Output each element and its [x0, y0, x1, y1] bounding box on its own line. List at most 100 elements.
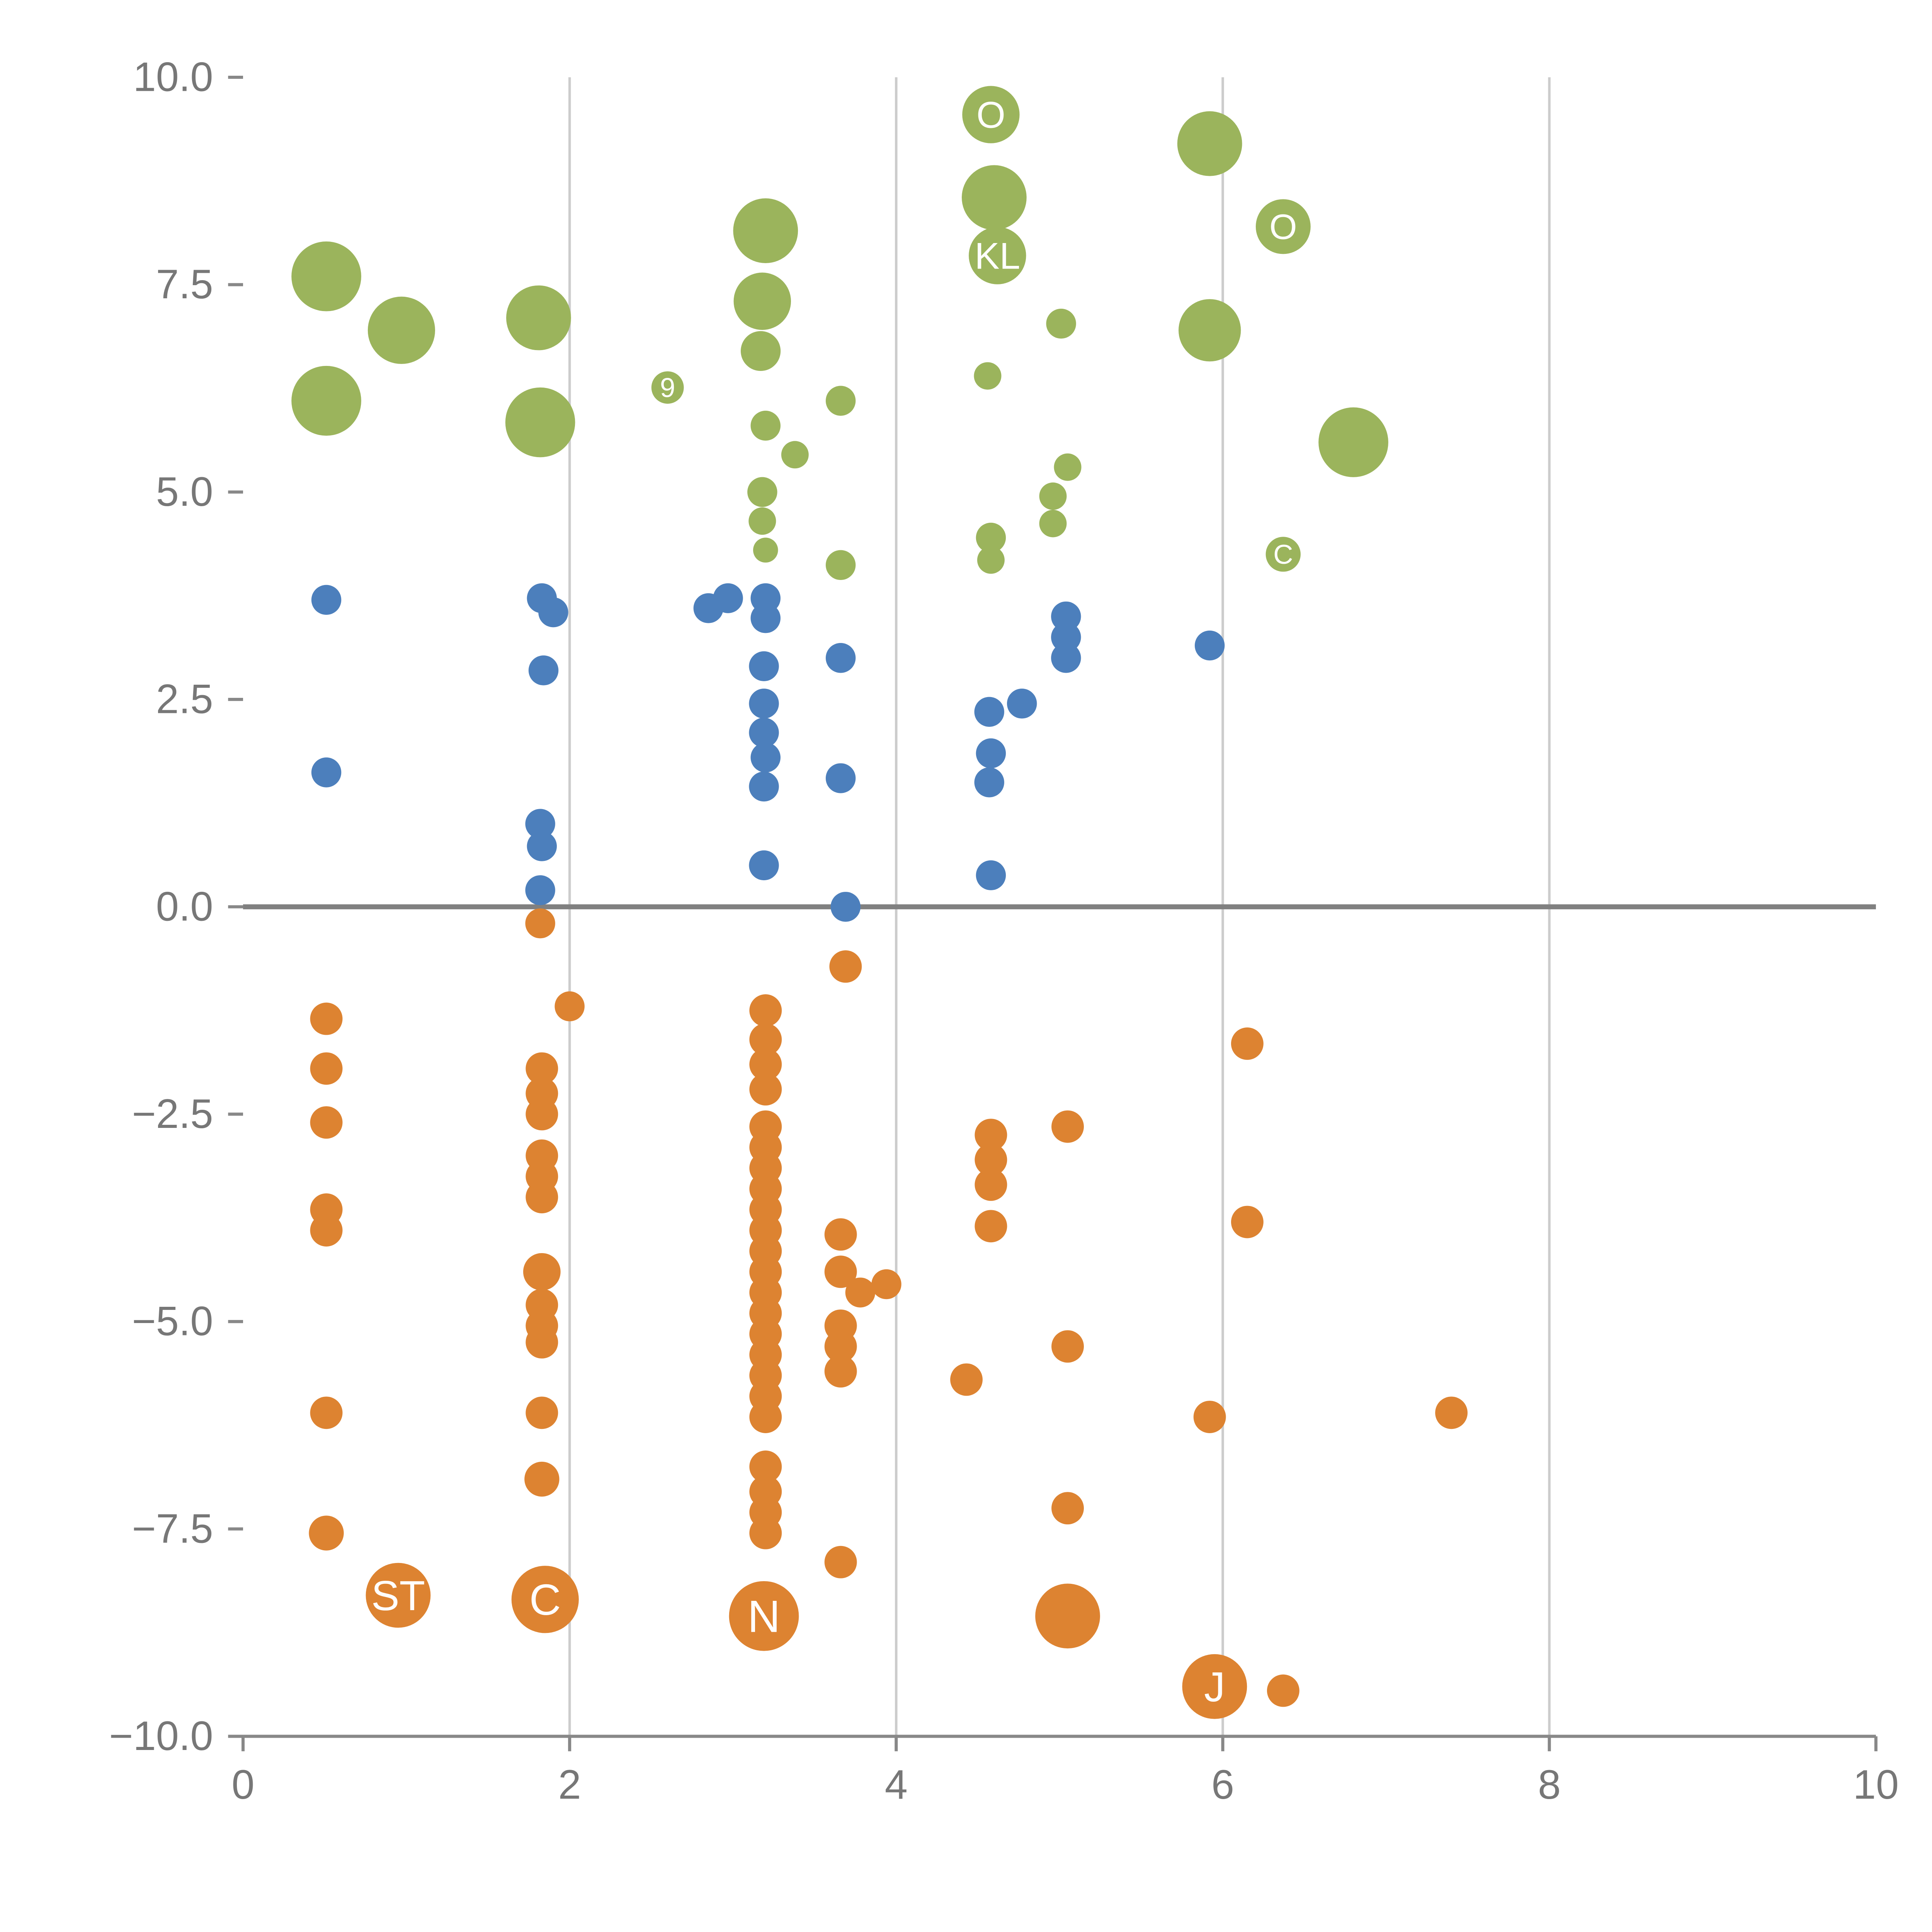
bubble-orange — [309, 1515, 344, 1551]
bubble-orange — [523, 1253, 561, 1291]
bubble-label: KL — [975, 235, 1020, 277]
bubble-label: C — [1273, 539, 1293, 570]
bubble-blue — [1051, 643, 1081, 673]
x-tick-label: 6 — [1211, 1762, 1234, 1808]
bubble-orange — [1193, 1401, 1226, 1433]
bubble-green — [1039, 510, 1067, 537]
bubble-blue — [527, 831, 557, 861]
bubble-label: N — [748, 1591, 781, 1641]
bubble-orange — [310, 1214, 343, 1247]
bubble-orange — [749, 1023, 782, 1056]
bubble-orange — [975, 1119, 1007, 1151]
bubble-green — [291, 366, 361, 436]
bubble-orange — [310, 1002, 343, 1035]
bubble-orange — [526, 1052, 558, 1085]
bubble-orange — [749, 994, 782, 1027]
y-tick-label: −10.0 — [109, 1713, 213, 1759]
bubble-green — [976, 522, 1006, 553]
bubble-orange — [1182, 1654, 1247, 1719]
bubble-orange — [749, 1517, 782, 1549]
bubble-green — [753, 537, 778, 563]
bubble-orange — [511, 1566, 579, 1633]
bubble-orange — [824, 1255, 857, 1288]
bubble-green — [733, 272, 791, 330]
bubble-orange — [1267, 1674, 1299, 1707]
bubble-label: C — [529, 1575, 561, 1624]
bubble-green — [748, 507, 776, 535]
bubble-label: O — [1269, 207, 1297, 247]
bubble-orange — [1051, 1330, 1084, 1363]
x-tick-label: 10 — [1853, 1762, 1899, 1808]
bubble-blue — [749, 850, 779, 881]
bubble-blue — [976, 738, 1006, 769]
bubble-green — [825, 550, 856, 580]
y-tick-label: 0.0 — [156, 883, 213, 929]
bubble-orange — [526, 1326, 558, 1359]
bubble-orange — [749, 1401, 782, 1433]
y-tick-label: 10.0 — [133, 54, 213, 100]
bubble-blue — [311, 585, 342, 615]
bubble-green — [1046, 308, 1076, 339]
bubble-blue — [976, 860, 1006, 890]
bubble-orange — [975, 1210, 1007, 1243]
bubble-green — [781, 441, 809, 469]
y-tick-label: 7.5 — [156, 261, 213, 307]
bubble-blue — [525, 875, 555, 905]
bubble-green — [1265, 537, 1301, 572]
bubble-blue — [528, 655, 559, 685]
bubble-orange — [829, 950, 862, 983]
bubble-green — [974, 362, 1002, 390]
bubble-green — [747, 477, 777, 507]
bubble-orange — [526, 1396, 558, 1429]
bubble-green — [1054, 453, 1082, 481]
x-tick-label: 8 — [1538, 1762, 1561, 1808]
bubble-blue — [749, 771, 779, 802]
bubble-orange — [824, 1330, 857, 1363]
bubble-green — [1255, 199, 1311, 254]
bubble-orange — [824, 1355, 857, 1388]
bubble-orange — [749, 1048, 782, 1081]
bubble-label: O — [976, 94, 1005, 136]
bubble-orange — [310, 1052, 343, 1085]
bubble-green — [969, 227, 1026, 284]
bubble-orange — [975, 1143, 1007, 1176]
bubble-orange — [524, 1461, 560, 1497]
bubble-orange — [554, 991, 585, 1022]
bubble-blue — [825, 763, 856, 793]
bubble-green — [977, 546, 1005, 574]
bubble-green — [505, 387, 575, 457]
bubble-orange — [310, 1106, 343, 1139]
bubble-blue — [1051, 601, 1081, 632]
bubble-blue — [974, 767, 1004, 798]
y-tick-label: 5.0 — [156, 469, 213, 515]
bubble-orange — [845, 1277, 876, 1308]
bubble-green — [291, 241, 361, 311]
y-tick-label: −2.5 — [132, 1091, 213, 1137]
bubble-green — [1318, 407, 1388, 477]
x-tick-label: 4 — [885, 1762, 908, 1808]
bubble-orange — [1231, 1027, 1264, 1060]
bubble-green — [741, 331, 781, 371]
bubble-orange — [1231, 1206, 1264, 1238]
bubble-green — [750, 410, 781, 441]
bubble-blue — [1051, 622, 1081, 652]
bubble-blue — [750, 742, 781, 773]
bubble-orange — [749, 1450, 782, 1483]
x-tick-label: 2 — [558, 1762, 581, 1808]
bubble-blue — [311, 757, 342, 787]
y-tick-label: −7.5 — [132, 1505, 213, 1551]
bubble-blue — [538, 597, 568, 628]
bubble-green — [962, 86, 1020, 143]
bubble-orange — [526, 1098, 558, 1131]
x-tick-label: 0 — [231, 1762, 254, 1808]
bubble-orange — [824, 1218, 857, 1251]
bubble-green — [962, 165, 1027, 230]
bubble-orange — [1051, 1110, 1084, 1143]
bubble-green — [651, 371, 684, 404]
y-tick-label: 2.5 — [156, 676, 213, 722]
bubble-blue — [830, 892, 861, 922]
bubble-label: 9 — [660, 373, 675, 403]
bubble-blue — [1195, 630, 1225, 661]
bubble-blue — [713, 583, 743, 613]
